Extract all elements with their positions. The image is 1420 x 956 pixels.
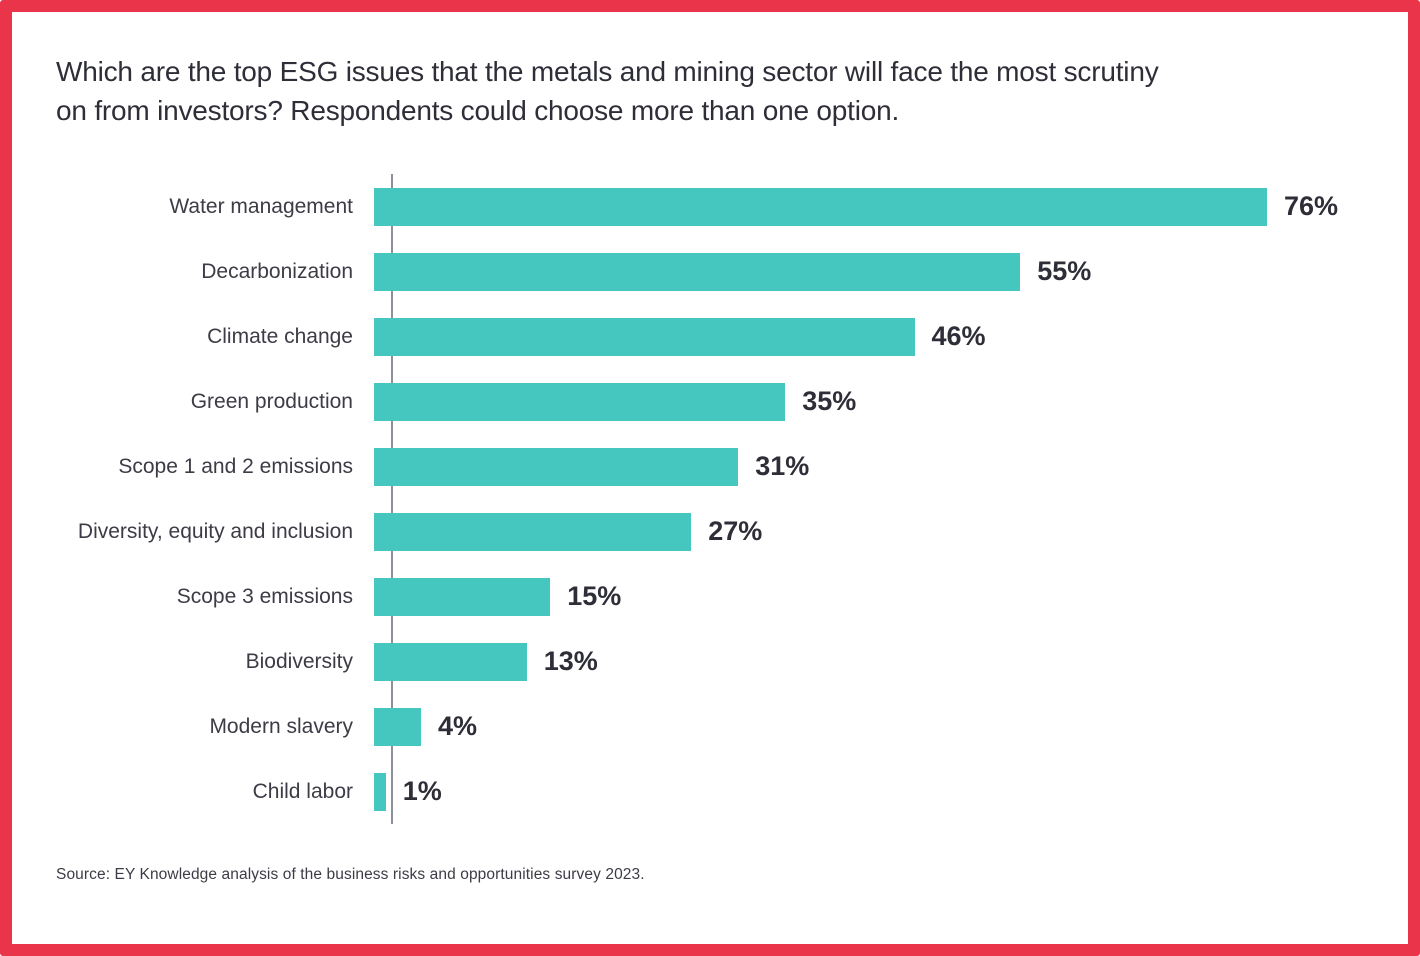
category-label: Child labor <box>252 779 353 803</box>
chart-row: Green production 35% <box>56 369 1364 434</box>
value-label: 31% <box>755 451 810 481</box>
source-note: Source: EY Knowledge analysis of the bus… <box>56 866 645 883</box>
category-label: Diversity, equity and inclusion <box>77 519 353 543</box>
category-label: Climate change <box>207 324 353 348</box>
chart-row: Modern slavery 4% <box>56 694 1364 759</box>
chart-row: Water management 76% <box>56 174 1364 239</box>
bar <box>374 577 551 616</box>
category-label: Scope 1 and 2 emissions <box>118 454 353 478</box>
bar <box>374 187 1267 226</box>
chart-title-line2: on from investors? Respondents could cho… <box>56 95 900 126</box>
value-label: 1% <box>402 776 442 806</box>
chart-row: Child labor 1% <box>56 759 1364 824</box>
category-label: Green production <box>190 389 353 413</box>
chart-row: Climate change 46% <box>56 304 1364 369</box>
bar <box>374 317 915 356</box>
content-area: Which are the top ESG issues that the me… <box>12 12 1408 944</box>
value-label: 4% <box>438 711 478 741</box>
category-label: Modern slavery <box>209 714 353 738</box>
chart-title-line1: Which are the top ESG issues that the me… <box>56 56 1159 87</box>
value-label: 35% <box>802 386 857 416</box>
chart-title: Which are the top ESG issues that the me… <box>56 52 1364 130</box>
value-label: 46% <box>931 321 986 351</box>
bar-chart: Water management 76% Decarbonization 55% Cli… <box>56 174 1364 824</box>
category-label: Decarbonization <box>201 259 353 283</box>
chart-row: Scope 3 emissions 15% <box>56 564 1364 629</box>
bar <box>374 252 1021 291</box>
bar <box>374 642 527 681</box>
chart-rows: Water management 76% Decarbonization 55% Cli… <box>56 174 1364 824</box>
value-label: 13% <box>543 646 598 676</box>
bar <box>374 772 386 811</box>
bar <box>374 512 692 551</box>
bar <box>374 707 421 746</box>
category-label: Water management <box>169 194 353 218</box>
y-axis-line <box>391 174 393 824</box>
value-label: 15% <box>567 581 622 611</box>
value-label: 76% <box>1284 191 1339 221</box>
bar <box>374 447 739 486</box>
bar <box>374 382 786 421</box>
value-label: 55% <box>1037 256 1092 286</box>
category-label: Scope 3 emissions <box>176 584 353 608</box>
chart-row: Scope 1 and 2 emissions 31% <box>56 434 1364 499</box>
value-label: 27% <box>708 516 763 546</box>
category-label: Biodiversity <box>245 649 353 673</box>
chart-row: Biodiversity 13% <box>56 629 1364 694</box>
chart-row: Diversity, equity and inclusion 27% <box>56 499 1364 564</box>
chart-row: Decarbonization 55% <box>56 239 1364 304</box>
